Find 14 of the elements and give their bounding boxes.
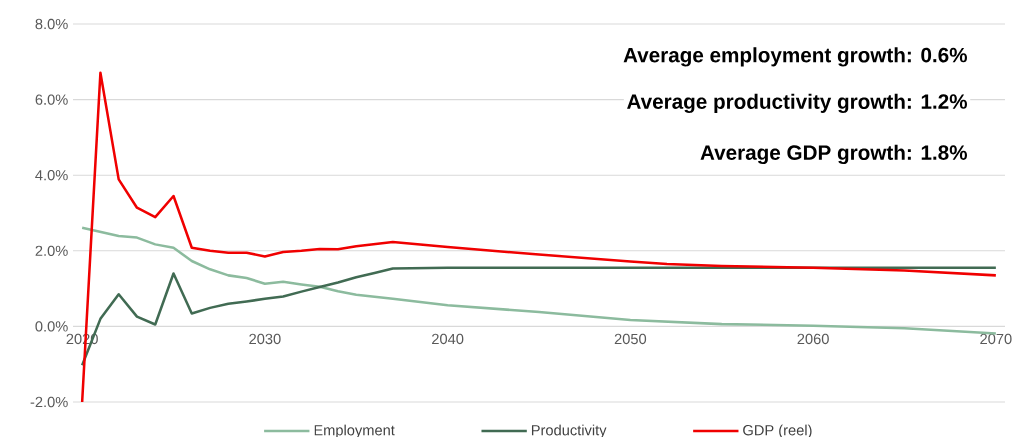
y-tick-label: 6.0% — [35, 94, 68, 105]
x-tick-label: 2060 — [797, 333, 829, 345]
annotation: Average productivity growth: 1.2% — [627, 93, 968, 114]
y-tick-label: 4.0% — [35, 170, 68, 181]
y-tick-label: 0.0% — [35, 321, 68, 332]
x-tick-label: 2040 — [432, 333, 464, 345]
y-tick-label: 8.0% — [35, 18, 68, 30]
y-tick-label: -2.0% — [30, 396, 68, 408]
annotation: Average GDP growth: 1.8% — [700, 144, 967, 165]
x-tick-label: 2050 — [614, 333, 647, 345]
x-tick-label: 2070 — [980, 333, 1012, 345]
y-tick-label: 2.0% — [35, 245, 68, 256]
x-tick-label: 2030 — [249, 333, 281, 345]
annotation: Average employment growth: 0.6% — [623, 47, 967, 67]
